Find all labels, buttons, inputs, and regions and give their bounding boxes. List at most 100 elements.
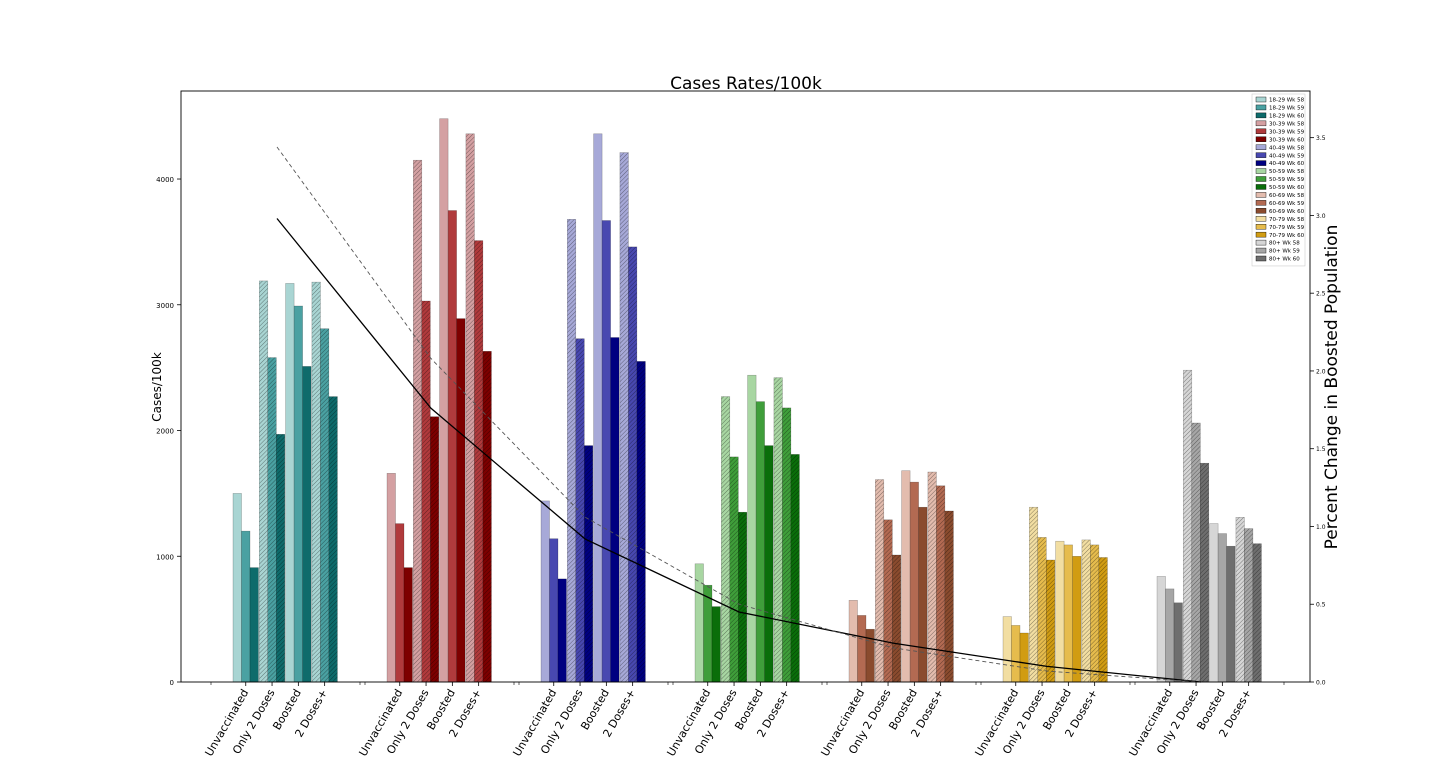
legend-label: 40-49 Wk 59 [1269,153,1305,159]
bar-hatch [936,485,945,682]
legend-swatch [1255,160,1267,166]
bar-hatch [1046,560,1055,682]
legend-label: 40-49 Wk 60 [1269,161,1305,167]
legend-label: 50-59 Wk 59 [1269,177,1305,183]
bar-hatch [1098,557,1108,682]
legend-swatch [1255,239,1267,246]
legend-label: 80+ Wk 60 [1269,257,1300,263]
bar-hatch [1029,507,1038,682]
legend-label: 30-39 Wk 60 [1269,137,1305,143]
y-tick-label: 1000 [156,553,174,561]
bar-30-39-unvaccinated-0 [386,473,396,683]
bar-30-39-unvaccinated-1 [395,523,405,683]
bar-40-49-boosted-2 [610,337,620,683]
y-tick-label: 0 [170,679,174,687]
bar-60-69-unvaccinated-1 [857,615,867,683]
bar-60-69-boosted-2 [918,506,928,683]
legend-label: 70-79 Wk 58 [1269,217,1305,223]
bar-60-69-boosted-1 [909,481,919,683]
legend-swatch [1255,200,1267,206]
legend-swatch [1255,176,1267,182]
bar-70-79-unvaccinated-0 [1002,616,1012,683]
legend-label: 80+ Wk 58 [1269,241,1300,247]
bar-hatch [782,407,791,682]
right-tick-label: 0.0 [1316,680,1326,687]
bar-50-59-boosted-2 [764,445,774,683]
legend-swatch [1255,136,1267,142]
bar-70-79-boosted-2 [1072,556,1082,683]
legend-swatch [1255,120,1267,127]
legend-label: 60-69 Wk 60 [1269,209,1305,215]
bars-layer [232,118,1262,683]
bar-40-49-boosted-0 [593,133,603,683]
bar-hatch [944,511,954,682]
bar-50-59-unvaccinated-0 [694,563,704,683]
bar-hatch [482,351,492,682]
bar-30-39-boosted-2 [456,318,466,683]
right-tick-label: 2.0 [1316,368,1326,375]
bar-80+-unvaccinated-1 [1165,588,1175,683]
legend-swatch [1255,144,1267,150]
legend-swatch [1255,255,1267,262]
bar-40-49-unvaccinated-0 [540,500,550,683]
legend-swatch [1255,104,1267,111]
bar-70-79-boosted-0 [1055,540,1065,683]
bar-hatch [413,160,422,682]
bar-hatch [328,396,338,682]
bar-hatch [927,472,937,682]
legend-label: 50-59 Wk 60 [1269,185,1305,191]
legend-label: 30-39 Wk 59 [1269,129,1305,135]
legend-label: 18-29 Wk 58 [1269,98,1305,104]
bar-18-29-boosted-1 [293,305,303,683]
legend-label: 18-29 Wk 59 [1269,106,1305,112]
bar-60-69-unvaccinated-2 [865,628,875,683]
legend-swatch [1255,208,1267,214]
bar-18-29-unvaccinated-1 [241,530,251,683]
bar-50-59-boosted-0 [747,374,757,683]
legend-swatch [1255,152,1267,158]
legend-swatch [1255,247,1267,254]
bar-80+-unvaccinated-2 [1173,602,1183,683]
bar-hatch [1081,539,1091,682]
bar-hatch [790,454,800,682]
trend-line-solid [276,218,1202,683]
legend-swatch [1255,216,1267,222]
y-tick-label: 4000 [156,176,174,184]
bar-hatch [636,361,646,682]
plot-frame [180,90,1311,683]
bar-70-79-boosted-1 [1063,544,1073,683]
bar-30-39-boosted-0 [439,118,449,683]
bar-30-39-unvaccinated-2 [403,567,413,683]
bar-hatch [267,357,277,682]
legend-label: 18-29 Wk 60 [1269,114,1305,120]
bar-50-59-unvaccinated-1 [703,584,713,683]
trend-line-dashed [276,146,1202,683]
bar-hatch [567,219,576,683]
legend-swatch [1255,128,1267,135]
legend: 18-29 Wk 58 18-29 Wk 59 18-29 Wk 60 30-39 W… [1251,93,1306,267]
bar-80+-boosted-1 [1217,533,1227,683]
bar-hatch [474,240,483,682]
right-tick-label: 1.5 [1316,446,1326,453]
bar-hatch [430,416,439,682]
bar-hatch [311,282,321,682]
legend-swatch [1255,192,1267,198]
bar-hatch [892,555,901,682]
bar-hatch [421,301,431,682]
legend-label: 50-59 Wk 58 [1269,169,1305,175]
bar-60-69-unvaccinated-0 [848,600,858,683]
right-tick-label: 2.5 [1316,291,1326,298]
bar-hatch [721,396,730,682]
bar-18-29-unvaccinated-2 [249,567,259,683]
bar-40-49-unvaccinated-2 [557,578,567,683]
bar-40-49-boosted-1 [601,220,611,683]
bar-80+-boosted-2 [1226,545,1236,683]
bar-18-29-boosted-0 [285,283,295,683]
right-tick-label: 3.5 [1316,135,1326,142]
bar-hatch [1252,543,1262,682]
bar-80+-boosted-0 [1209,523,1219,683]
legend-swatch [1255,223,1267,230]
bar-hatch [729,456,739,682]
bar-hatch [1200,463,1209,682]
